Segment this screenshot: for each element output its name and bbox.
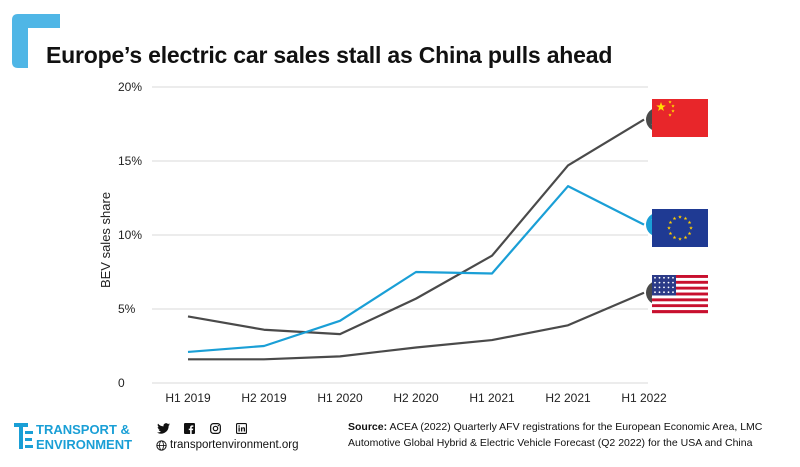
linkedin-icon[interactable] [234, 422, 248, 436]
website-url: transportenvironment.org [170, 439, 299, 451]
brand-corner-mark [12, 14, 60, 68]
twitter-icon[interactable] [156, 422, 170, 436]
eu-flag-icon [652, 209, 708, 247]
y-tick-label: 15% [118, 154, 142, 168]
x-tick-label: H2 2020 [393, 391, 439, 405]
source-note: Source: ACEA (2022) Quarterly AFV regist… [348, 419, 793, 451]
globe-icon [156, 439, 167, 451]
series-line-usa [188, 291, 645, 361]
te-logo[interactable]: TRANSPORT & ENVIRONMENT [14, 421, 164, 457]
y-tick-label: 0 [118, 376, 125, 390]
series-line-china [187, 118, 645, 336]
x-tick-label: H2 2019 [241, 391, 287, 405]
te-logo-mark-icon [14, 423, 33, 449]
y-tick-label: 10% [118, 228, 142, 242]
x-tick-label: H2 2021 [545, 391, 591, 405]
facebook-icon[interactable] [182, 422, 196, 436]
chart-title: Europe’s electric car sales stall as Chi… [46, 42, 613, 68]
logo-text-line2: ENVIRONMENT [36, 437, 133, 452]
usa-flag-icon [652, 275, 708, 314]
social-links: transportenvironment.org [156, 421, 316, 451]
y-tick-label: 5% [118, 302, 136, 316]
y-axis-title: BEV sales share [98, 192, 113, 288]
y-tick-label: 20% [118, 80, 142, 94]
source-label: Source: [348, 421, 388, 433]
logo-text-line1: TRANSPORT & [36, 422, 130, 437]
source-text: ACEA (2022) Quarterly AFV registrations … [348, 421, 763, 449]
x-tick-label: H1 2019 [165, 391, 211, 405]
website-link[interactable]: transportenvironment.org [156, 439, 316, 451]
china-flag-icon [652, 99, 708, 137]
x-tick-label: H1 2020 [317, 391, 363, 405]
series-line-europe [187, 185, 645, 354]
instagram-icon[interactable] [208, 422, 222, 436]
x-tick-label: H1 2022 [621, 391, 667, 405]
x-tick-label: H1 2021 [469, 391, 515, 405]
